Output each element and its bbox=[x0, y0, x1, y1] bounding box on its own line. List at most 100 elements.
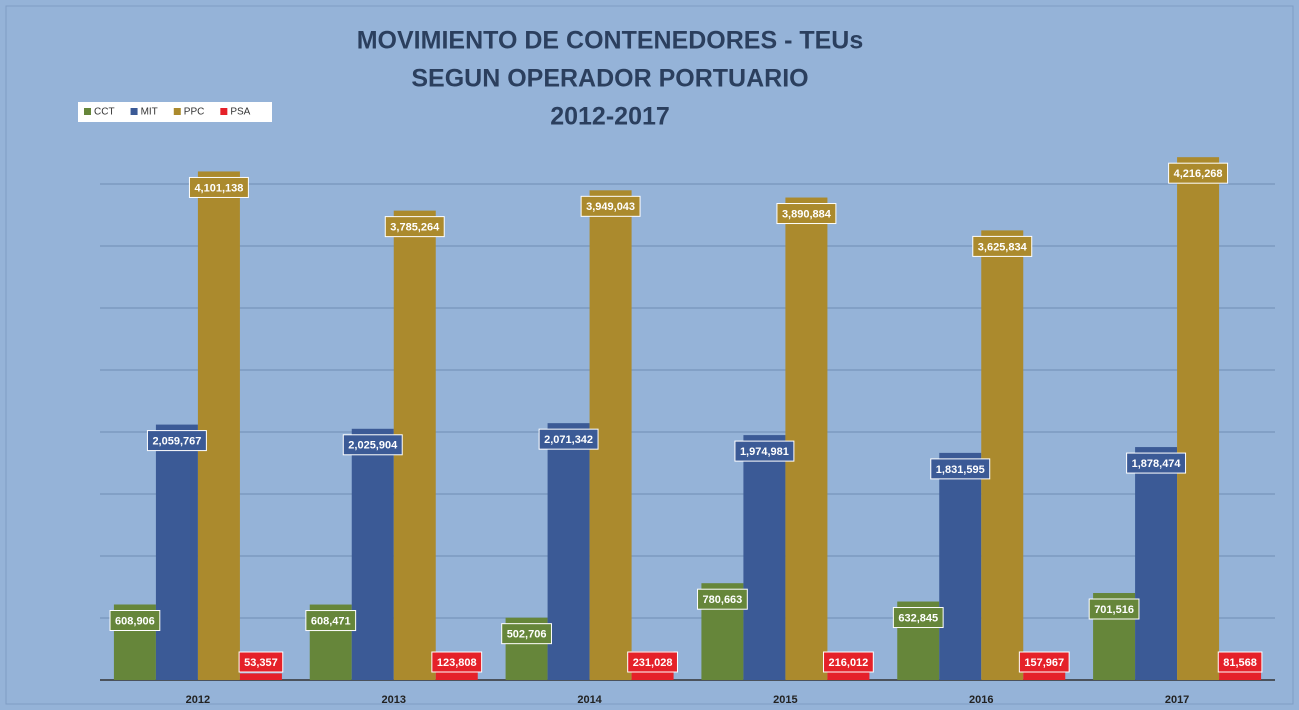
data-label-box bbox=[1168, 162, 1229, 184]
data-label: 123,808 bbox=[431, 651, 483, 673]
data-label-box bbox=[892, 607, 944, 629]
data-label-text: 780,663 bbox=[703, 594, 743, 606]
data-label-text: 4,216,268 bbox=[1174, 168, 1223, 180]
data-label: 4,101,138 bbox=[188, 176, 249, 198]
x-tick-label: 2013 bbox=[382, 694, 406, 706]
x-tick-label: 2012 bbox=[186, 694, 210, 706]
bar bbox=[1177, 157, 1220, 681]
data-label-box bbox=[384, 216, 445, 238]
data-label-text: 3,949,043 bbox=[586, 201, 635, 213]
data-label-box bbox=[1217, 651, 1263, 673]
data-label-box bbox=[431, 651, 483, 673]
data-label: 3,890,884 bbox=[776, 203, 837, 225]
data-label-box bbox=[776, 203, 837, 225]
data-label-box bbox=[697, 588, 748, 610]
legend-label: PPC bbox=[184, 107, 205, 118]
data-label: 1,831,595 bbox=[930, 458, 991, 480]
data-label: 608,906 bbox=[109, 609, 161, 631]
bar bbox=[239, 673, 282, 680]
bar bbox=[351, 428, 394, 680]
data-label: 1,878,474 bbox=[1126, 452, 1187, 474]
data-label-text: 3,625,834 bbox=[978, 241, 1028, 253]
data-label-box bbox=[109, 609, 161, 631]
data-label-box bbox=[972, 235, 1033, 257]
data-label-box bbox=[238, 651, 284, 673]
data-label-box bbox=[580, 195, 641, 217]
chart-title: SEGUN OPERADOR PORTUARIO bbox=[411, 65, 808, 93]
data-label-text: 632,845 bbox=[898, 612, 938, 624]
data-label: 53,357 bbox=[238, 651, 284, 673]
bar bbox=[743, 435, 786, 680]
chart-title: 2012-2017 bbox=[550, 103, 670, 131]
data-label: 3,949,043 bbox=[580, 195, 641, 217]
data-label: 3,785,264 bbox=[384, 216, 445, 238]
data-label-box bbox=[1088, 598, 1140, 620]
bar bbox=[1135, 447, 1178, 680]
bar bbox=[547, 423, 590, 680]
data-label-text: 1,974,981 bbox=[740, 446, 789, 458]
data-label-text: 123,808 bbox=[437, 657, 477, 669]
data-label-text: 1,878,474 bbox=[1132, 458, 1182, 470]
data-label-text: 216,012 bbox=[829, 657, 869, 669]
data-label-text: 608,471 bbox=[311, 615, 351, 627]
data-label-text: 53,357 bbox=[244, 657, 278, 669]
data-label: 231,028 bbox=[627, 651, 678, 673]
data-label-text: 157,967 bbox=[1024, 657, 1064, 669]
data-label: 216,012 bbox=[823, 651, 874, 673]
bar bbox=[197, 171, 240, 680]
data-label-box bbox=[342, 434, 403, 456]
data-label-text: 502,706 bbox=[507, 629, 547, 641]
bar bbox=[785, 197, 828, 680]
legend-swatch bbox=[130, 108, 138, 115]
data-label-text: 2,025,904 bbox=[348, 440, 398, 452]
data-label-box bbox=[1018, 651, 1070, 673]
frame bbox=[5, 5, 1294, 705]
data-label-box bbox=[538, 428, 599, 450]
data-label-box bbox=[501, 623, 552, 645]
data-label: 157,967 bbox=[1018, 651, 1070, 673]
x-tick-label: 2015 bbox=[773, 694, 797, 706]
data-label-box bbox=[823, 651, 874, 673]
data-label-text: 701,516 bbox=[1094, 604, 1134, 616]
data-label: 780,663 bbox=[697, 588, 748, 610]
data-label-text: 608,906 bbox=[115, 615, 155, 627]
data-label-text: 2,071,342 bbox=[544, 434, 593, 446]
data-label-box bbox=[305, 610, 357, 632]
x-tick-label: 2017 bbox=[1165, 694, 1189, 706]
data-label: 2,071,342 bbox=[538, 428, 599, 450]
data-label: 4,216,268 bbox=[1168, 162, 1229, 184]
data-label-text: 1,831,595 bbox=[936, 464, 985, 476]
data-label-box bbox=[627, 651, 678, 673]
legend-label: PSA bbox=[230, 107, 250, 118]
bar bbox=[1219, 669, 1262, 680]
data-label-text: 3,785,264 bbox=[390, 222, 440, 234]
data-label: 2,025,904 bbox=[342, 434, 403, 456]
data-label-text: 4,101,138 bbox=[194, 182, 243, 194]
data-label-box bbox=[930, 458, 991, 480]
legend: CCT MIT PPC PSA bbox=[78, 102, 272, 122]
data-label: 2,059,767 bbox=[146, 430, 207, 452]
bar bbox=[939, 452, 982, 680]
chart-title: MOVIMIENTO DE CONTENEDORES - TEUs bbox=[357, 27, 864, 55]
data-label: 632,845 bbox=[892, 607, 944, 629]
legend-swatch bbox=[220, 108, 228, 115]
data-label: 1,974,981 bbox=[734, 440, 795, 462]
data-label-box bbox=[188, 176, 249, 198]
legend-swatch bbox=[84, 108, 91, 115]
data-label-text: 231,028 bbox=[633, 657, 673, 669]
data-label: 3,625,834 bbox=[972, 235, 1033, 257]
data-label-box bbox=[146, 430, 207, 452]
data-label: 502,706 bbox=[501, 623, 552, 645]
bar bbox=[981, 230, 1024, 680]
data-label: 608,471 bbox=[305, 610, 357, 632]
data-label-text: 2,059,767 bbox=[152, 435, 201, 447]
legend-label: MIT bbox=[141, 107, 158, 118]
legend-label: CCT bbox=[94, 107, 115, 118]
x-tick-label: 2016 bbox=[969, 694, 993, 706]
data-label: 81,568 bbox=[1217, 651, 1263, 673]
bar bbox=[155, 424, 198, 680]
x-tick-label: 2014 bbox=[577, 694, 602, 706]
data-label-box bbox=[734, 440, 795, 462]
legend-swatch bbox=[173, 108, 181, 115]
